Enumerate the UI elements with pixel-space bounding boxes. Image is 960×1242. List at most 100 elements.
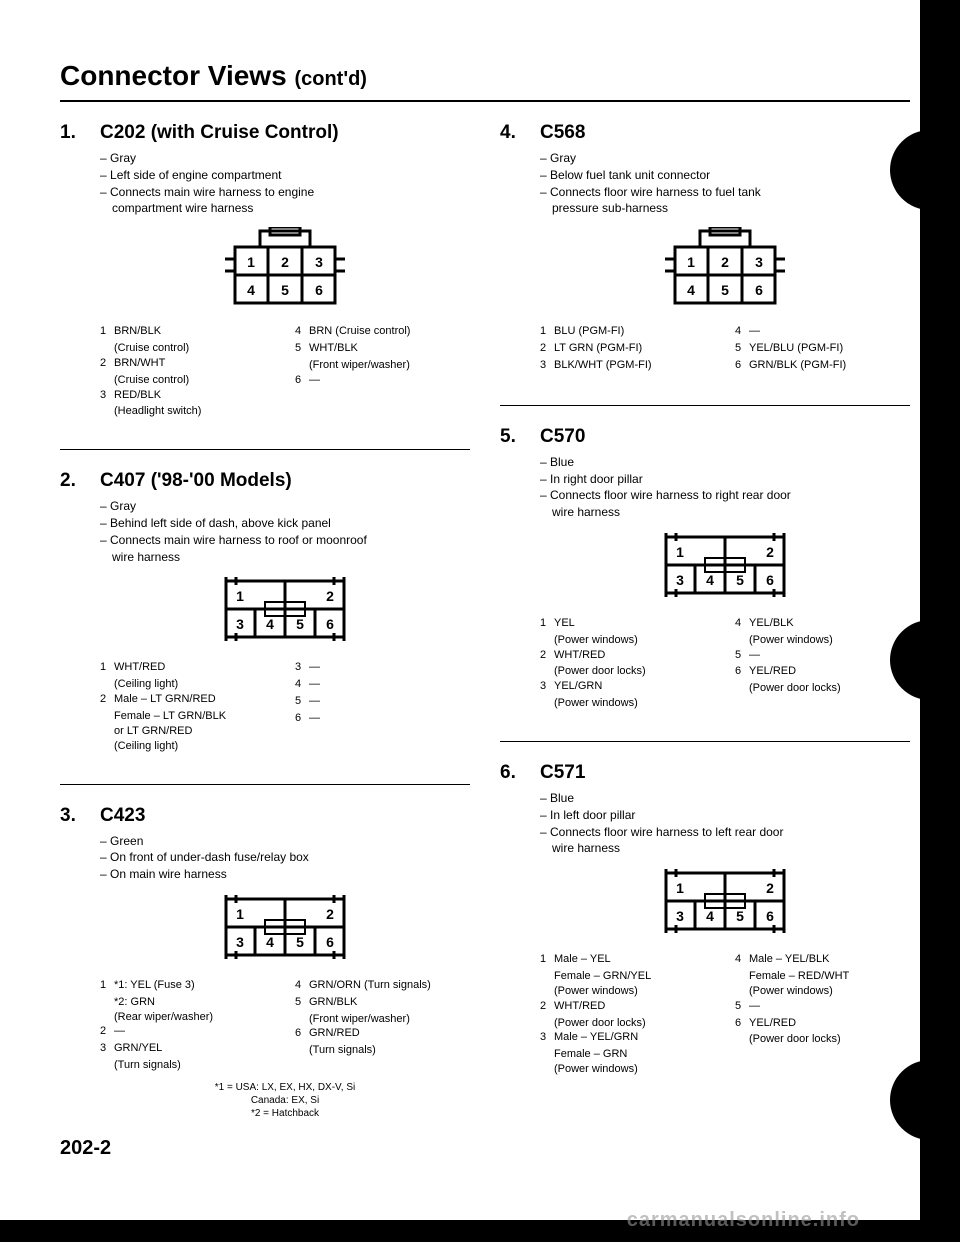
svg-text:4: 4 [706, 572, 714, 588]
connector-icon: 1 2 3 4 5 6 [660, 867, 790, 935]
pin-label: WHT/RED [554, 999, 715, 1014]
connector-section: 5. C570 BlueIn right door pillarConnects… [500, 426, 910, 711]
footnote-line: Canada: EX, Si [100, 1094, 470, 1107]
pin-number: 5 [735, 341, 749, 356]
pin-row: 5 GRN/BLK [295, 995, 470, 1010]
pin-sublabel: (Cruise control) [114, 341, 275, 356]
pin-row: 1 BRN/BLK [100, 324, 275, 339]
pin-label: YEL [554, 616, 715, 631]
pin-number: 3 [540, 1030, 554, 1045]
section-meta-line: In left door pillar [540, 807, 910, 824]
pin-number: 1 [100, 660, 114, 675]
svg-text:5: 5 [736, 908, 744, 924]
section-meta-line: Green [100, 833, 470, 850]
pin-sublabel: (Turn signals) [114, 1058, 275, 1073]
pin-number: 1 [540, 616, 554, 631]
svg-text:5: 5 [296, 616, 304, 632]
connector-icon: 1 2 3 4 5 6 [220, 893, 350, 961]
pin-row: 1 *1: YEL (Fuse 3) [100, 978, 275, 993]
section-meta-line: Left side of engine compartment [100, 167, 470, 184]
pin-sublabel: (Rear wiper/washer) [114, 1010, 275, 1025]
connector-section: 1. C202 (with Cruise Control) GrayLeft s… [60, 122, 470, 419]
pin-number: 5 [295, 995, 309, 1010]
svg-text:6: 6 [766, 572, 774, 588]
pin-row: 6 GRN/BLK (PGM-FI) [735, 358, 910, 373]
pin-row: 3 RED/BLK [100, 388, 275, 403]
section-meta-line: On main wire harness [100, 866, 470, 883]
pin-row: 6 — [295, 373, 470, 388]
pin-number: 3 [295, 660, 309, 675]
pin-table: 1 YEL (Power windows) 2 WHT/RED (Power d… [540, 616, 910, 711]
connector-section: 3. C423 GreenOn front of under-dash fuse… [60, 805, 470, 1120]
pin-number: 1 [100, 978, 114, 993]
pin-row: 3 YEL/GRN [540, 679, 715, 694]
pin-number: 3 [100, 1041, 114, 1056]
pin-sublabel: (Power windows) [749, 633, 910, 648]
section-meta-line: Blue [540, 790, 910, 807]
pin-label: — [749, 648, 910, 663]
pin-number: 6 [295, 1026, 309, 1041]
horizontal-rule [60, 100, 910, 102]
connector-icon: 1 2 3 4 5 6 [225, 227, 345, 307]
pin-number: 2 [540, 648, 554, 663]
section-number: 4. [500, 122, 520, 144]
svg-text:5: 5 [721, 282, 729, 298]
section-meta-line: Connects main wire harness to roof or mo… [100, 532, 470, 549]
pin-col-left: 1 *1: YEL (Fuse 3) *2: GRN(Rear wiper/wa… [100, 978, 275, 1073]
pin-sublabel: (Power windows) [749, 984, 910, 999]
pin-row: 5 WHT/BLK [295, 341, 470, 356]
connector-icon: 1 2 3 4 5 6 [660, 531, 790, 599]
svg-text:1: 1 [236, 906, 244, 922]
pin-number: 6 [735, 1016, 749, 1031]
svg-text:1: 1 [236, 588, 244, 604]
svg-text:2: 2 [326, 906, 334, 922]
pin-col-left: 1 Male – YEL Female – GRN/YEL(Power wind… [540, 952, 715, 1077]
svg-text:3: 3 [236, 616, 244, 632]
section-meta: BlueIn right door pillarConnects floor w… [540, 454, 910, 521]
section-number: 5. [500, 426, 520, 448]
pin-row: 6 GRN/RED [295, 1026, 470, 1041]
svg-text:4: 4 [266, 934, 274, 950]
connector-section: 6. C571 BlueIn left door pillarConnects … [500, 762, 910, 1077]
pin-number: 2 [540, 341, 554, 356]
page-title-text: Connector Views [60, 60, 287, 91]
section-meta-line: Below fuel tank unit connector [540, 167, 910, 184]
footnotes: *1 = USA: LX, EX, HX, DX-V, SiCanada: EX… [100, 1081, 470, 1120]
pin-col-left: 1 BRN/BLK (Cruise control) 2 BRN/WHT (Cr… [100, 324, 275, 419]
pin-number: 5 [295, 341, 309, 356]
svg-text:6: 6 [326, 616, 334, 632]
svg-text:6: 6 [766, 908, 774, 924]
pin-row: 2 WHT/RED [540, 648, 715, 663]
right-column: 4. C568 GrayBelow fuel tank unit connect… [500, 122, 910, 1150]
pin-sublabel: (Power door locks) [554, 1016, 715, 1031]
pin-table: 1 Male – YEL Female – GRN/YEL(Power wind… [540, 952, 910, 1077]
pin-row: 4 GRN/ORN (Turn signals) [295, 978, 470, 993]
section-meta-line: wire harness [552, 504, 910, 521]
svg-text:4: 4 [706, 908, 714, 924]
pin-sublabel: (Power door locks) [749, 681, 910, 696]
svg-text:5: 5 [281, 282, 289, 298]
pin-label: *1: YEL (Fuse 3) [114, 978, 275, 993]
section-meta: GrayLeft side of engine compartmentConne… [100, 150, 470, 217]
pin-row: 4 YEL/BLK [735, 616, 910, 631]
horizontal-rule [500, 741, 910, 742]
section-meta: GreenOn front of under-dash fuse/relay b… [100, 833, 470, 883]
svg-text:3: 3 [676, 908, 684, 924]
section-heading: 6. C571 [500, 762, 910, 784]
svg-text:6: 6 [326, 934, 334, 950]
svg-text:6: 6 [755, 282, 763, 298]
pin-label: — [309, 660, 470, 675]
pin-col-left: 1 WHT/RED (Ceiling light) 2 Male – LT GR… [100, 660, 275, 753]
section-title: C407 ('98-'00 Models) [100, 470, 292, 492]
section-meta-line: Connects main wire harness to engine [100, 184, 470, 201]
svg-text:4: 4 [687, 282, 695, 298]
pin-sublabel: (Ceiling light) [114, 677, 275, 692]
section-number: 2. [60, 470, 80, 492]
pin-sublabel: (Cruise control) [114, 373, 275, 388]
pin-number: 4 [295, 978, 309, 993]
horizontal-rule [60, 784, 470, 785]
columns-container: 1. C202 (with Cruise Control) GrayLeft s… [60, 122, 910, 1150]
section-title: C568 [540, 122, 585, 144]
pin-row: 2 Male – LT GRN/RED [100, 692, 275, 707]
pin-row: 2 WHT/RED [540, 999, 715, 1014]
